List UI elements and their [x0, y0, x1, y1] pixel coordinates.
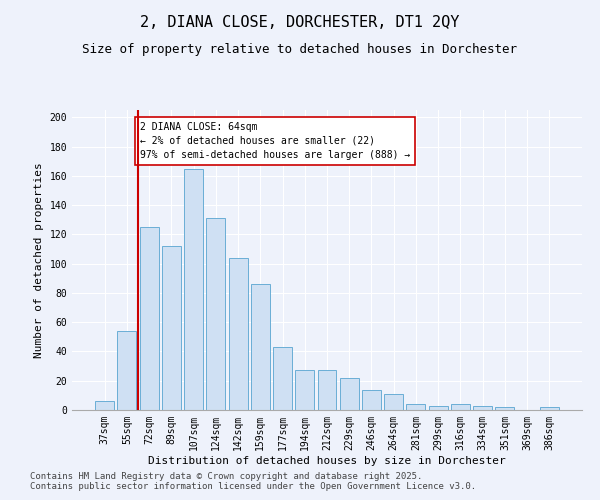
Bar: [406, 404, 425, 410]
Bar: [340, 378, 359, 410]
Text: Size of property relative to detached houses in Dorchester: Size of property relative to detached ho…: [83, 42, 517, 56]
Bar: [295, 370, 314, 410]
Text: Contains public sector information licensed under the Open Government Licence v3: Contains public sector information licen…: [30, 482, 476, 491]
Bar: [362, 390, 381, 410]
Bar: [473, 406, 492, 410]
Bar: [496, 407, 514, 410]
Bar: [273, 347, 292, 410]
Y-axis label: Number of detached properties: Number of detached properties: [34, 162, 44, 358]
Text: Contains HM Land Registry data © Crown copyright and database right 2025.: Contains HM Land Registry data © Crown c…: [30, 472, 422, 481]
Bar: [140, 227, 158, 410]
Bar: [229, 258, 248, 410]
Text: 2 DIANA CLOSE: 64sqm
← 2% of detached houses are smaller (22)
97% of semi-detach: 2 DIANA CLOSE: 64sqm ← 2% of detached ho…: [140, 122, 410, 160]
Bar: [162, 246, 181, 410]
Bar: [251, 284, 270, 410]
Bar: [429, 406, 448, 410]
Bar: [451, 404, 470, 410]
Bar: [540, 407, 559, 410]
Bar: [118, 331, 136, 410]
Bar: [206, 218, 225, 410]
Bar: [95, 401, 114, 410]
Text: 2, DIANA CLOSE, DORCHESTER, DT1 2QY: 2, DIANA CLOSE, DORCHESTER, DT1 2QY: [140, 15, 460, 30]
Bar: [184, 168, 203, 410]
Bar: [384, 394, 403, 410]
Bar: [317, 370, 337, 410]
X-axis label: Distribution of detached houses by size in Dorchester: Distribution of detached houses by size …: [148, 456, 506, 466]
